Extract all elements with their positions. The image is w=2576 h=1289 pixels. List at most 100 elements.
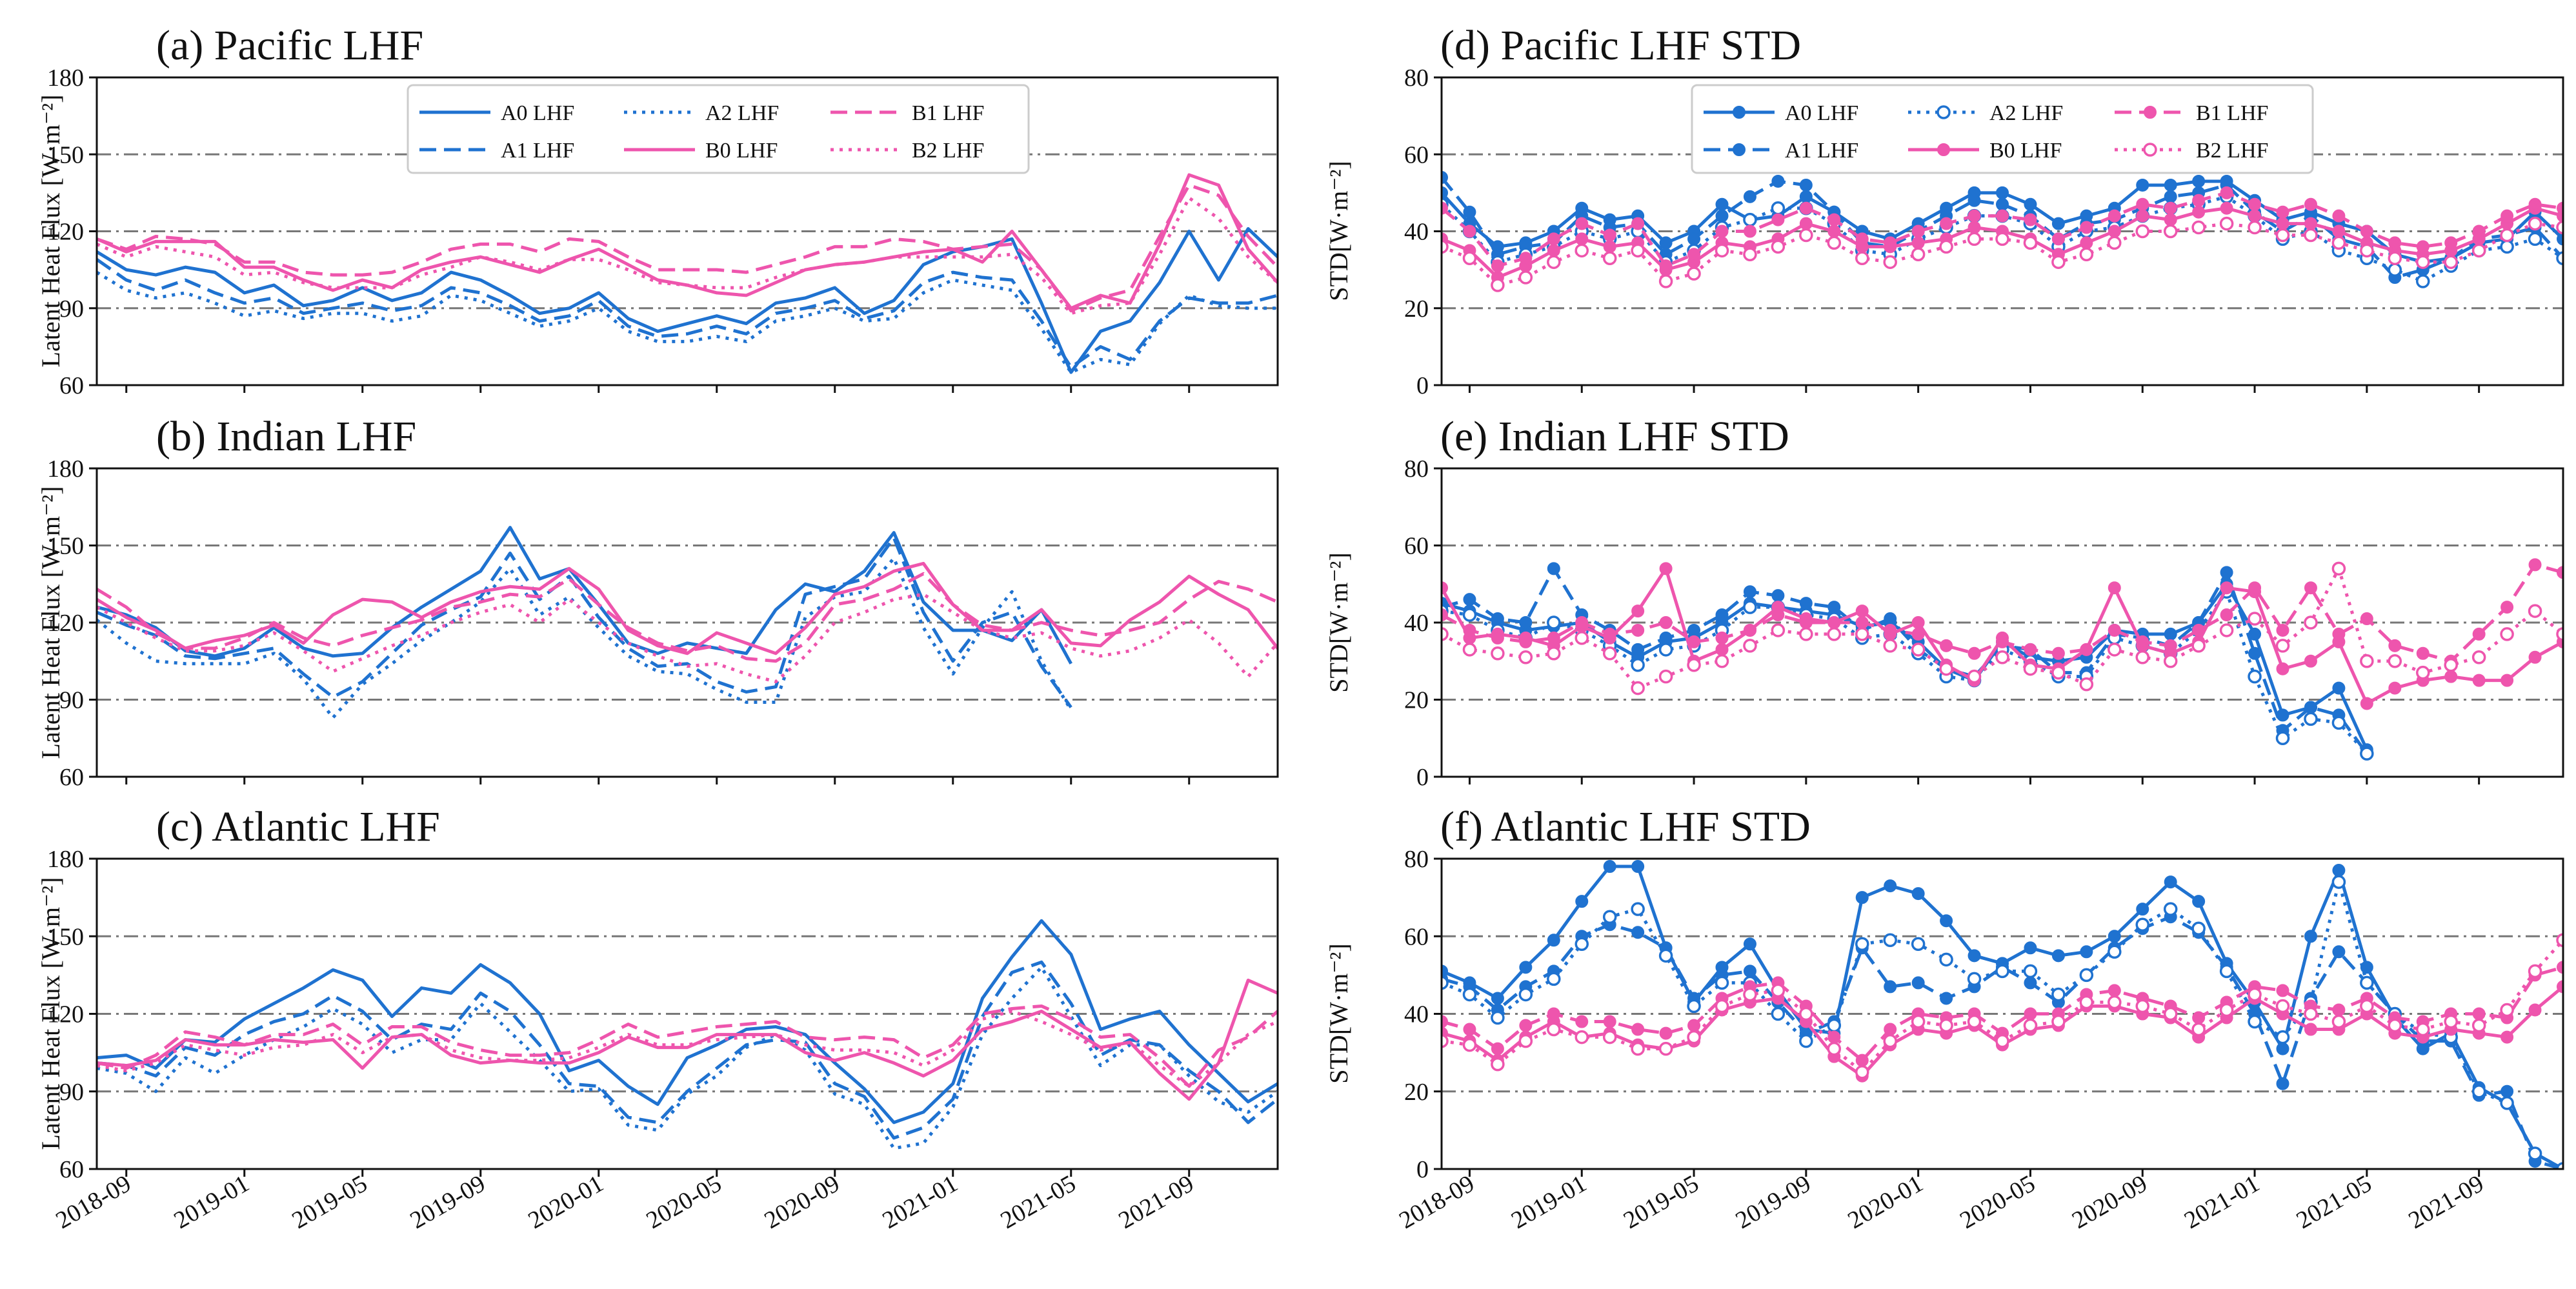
panel-d-ytick-label: 60: [1404, 141, 1429, 168]
legend-box: [1691, 84, 2314, 174]
panel-c-series-b0-lhf: [97, 978, 1278, 1101]
panel-f-marker: [2444, 1014, 2458, 1029]
panel-d-marker: [1967, 221, 1981, 234]
panel-e-marker: [1463, 593, 1476, 606]
panel-f-marker: [1659, 1026, 1673, 1040]
panel-d-marker: [1575, 243, 1589, 258]
panel-e-marker: [2501, 601, 2514, 614]
panel-d-marker: [1715, 243, 1729, 258]
panel-f-marker: [1771, 1006, 1786, 1021]
panel-d-marker: [1687, 248, 1701, 261]
panel-d-marker: [2556, 251, 2563, 265]
panel-d-marker: [2024, 197, 2037, 211]
panel-e-marker: [2528, 604, 2542, 618]
panel-f-marker: [1575, 895, 1589, 908]
panel-e-marker: [2331, 561, 2346, 576]
panel-f-marker: [1967, 1014, 1982, 1029]
panel-e-marker: [1883, 639, 1897, 653]
panel-e-marker: [2136, 635, 2149, 648]
panel-f-marker: [2501, 1084, 2514, 1098]
panel-f-marker: [2024, 976, 2037, 990]
panel-f-marker: [1855, 1064, 1869, 1079]
panel-f-marker: [1631, 902, 1645, 916]
panel-d-marker: [1883, 255, 1897, 269]
panel-d-marker: [1715, 197, 1729, 211]
panel-e-marker: [1442, 627, 1449, 641]
panel-d-marker: [1996, 197, 2009, 211]
panel-f-marker: [2024, 941, 2037, 955]
panel-e-marker: [1658, 669, 1673, 684]
panel-f-marker: [1575, 937, 1589, 952]
panel-e-marker: [2360, 697, 2373, 710]
legend-label: A2 LHF: [705, 101, 779, 125]
panel-f-marker: [2501, 1030, 2514, 1044]
panel-e-marker: [1743, 585, 1756, 599]
legend-marker: [1937, 105, 1951, 119]
panel-f-marker: [2304, 1006, 2318, 1021]
panel-d-marker: [2471, 243, 2486, 258]
panel-e-marker: [1911, 643, 1926, 657]
panel-d-marker: [1799, 217, 1813, 230]
panel-d-marker: [2388, 236, 2402, 250]
panel-e-marker: [1799, 627, 1813, 641]
panel-f-marker: [2331, 1014, 2346, 1029]
panel-d-marker: [1771, 213, 1785, 226]
panel-d-marker: [1575, 217, 1589, 230]
panel-e-marker: [1827, 616, 1841, 629]
panel-e-ytick-label: 20: [1404, 687, 1429, 714]
panel-f-marker: [1827, 1018, 1842, 1033]
panel-e-marker: [2220, 581, 2233, 595]
panel-e-marker: [1827, 601, 1841, 614]
panel-f-marker: [2135, 999, 2149, 1014]
panel-f-ytick-label: 40: [1404, 1001, 1429, 1028]
panel-f-marker: [1547, 1007, 1560, 1021]
panel-a-series-a0-lhf: [97, 227, 1278, 374]
panel-d-marker: [1855, 232, 1869, 246]
panel-e-marker: [1799, 616, 1813, 629]
panel-e-marker: [1771, 589, 1785, 603]
panel-f-marker: [1884, 980, 1897, 994]
panel-e-marker: [2388, 681, 2402, 695]
panel-d-marker: [1687, 232, 1701, 246]
panel-d-marker: [1911, 225, 1925, 238]
panel-d-marker: [1799, 178, 1813, 192]
panel-e-marker: [1547, 631, 1560, 644]
panel-d-marker: [1771, 174, 1785, 188]
panel-e-marker: [2108, 581, 2121, 595]
panel-f-marker: [2191, 921, 2206, 935]
panel-d-marker: [2191, 220, 2206, 235]
panel-d-marker: [2248, 220, 2262, 235]
panel-f-marker: [2528, 1146, 2542, 1161]
panel-d-marker: [1547, 244, 1560, 257]
panel-f-marker: [2192, 1011, 2206, 1024]
panel-f-marker: [2079, 968, 2094, 983]
panel-f-marker: [1575, 1015, 1589, 1028]
panel-d-marker: [1575, 232, 1589, 246]
panel-e-marker: [2023, 661, 2038, 676]
panel-e-marker: [2304, 701, 2317, 714]
panel-d-marker: [1715, 209, 1729, 223]
panel-d-marker: [2164, 178, 2177, 192]
panel-e-marker: [1491, 631, 1504, 644]
panel-f-marker: [2192, 895, 2206, 908]
panel-f-marker: [1491, 992, 1504, 1005]
panel-c-series-b1-lhf: [97, 1004, 1278, 1088]
panel-e-marker: [2360, 612, 2373, 626]
panel-e-marker: [2332, 627, 2346, 641]
panel-d-marker: [1799, 190, 1813, 203]
panel-d-marker: [2304, 228, 2318, 243]
panel-d-marker: [1519, 252, 1533, 265]
panel-d-grid: [1442, 153, 2563, 310]
panel-e-marker: [1743, 623, 1756, 637]
panel-f-marker: [2135, 917, 2149, 932]
panel-e-marker: [2164, 627, 2177, 641]
panel-e-marker: [2135, 650, 2149, 664]
legend-label: B0 LHF: [1989, 139, 2062, 163]
panel-e-marker: [2472, 627, 2486, 641]
panel-f-marker: [1883, 1034, 1897, 1048]
panel-d-marker: [2304, 197, 2317, 211]
panel-e-marker: [2388, 654, 2402, 668]
panel-f-marker: [1743, 987, 1757, 1002]
panel-b-series-a1-lhf: [97, 536, 1072, 708]
panel-e-marker: [2500, 627, 2514, 641]
